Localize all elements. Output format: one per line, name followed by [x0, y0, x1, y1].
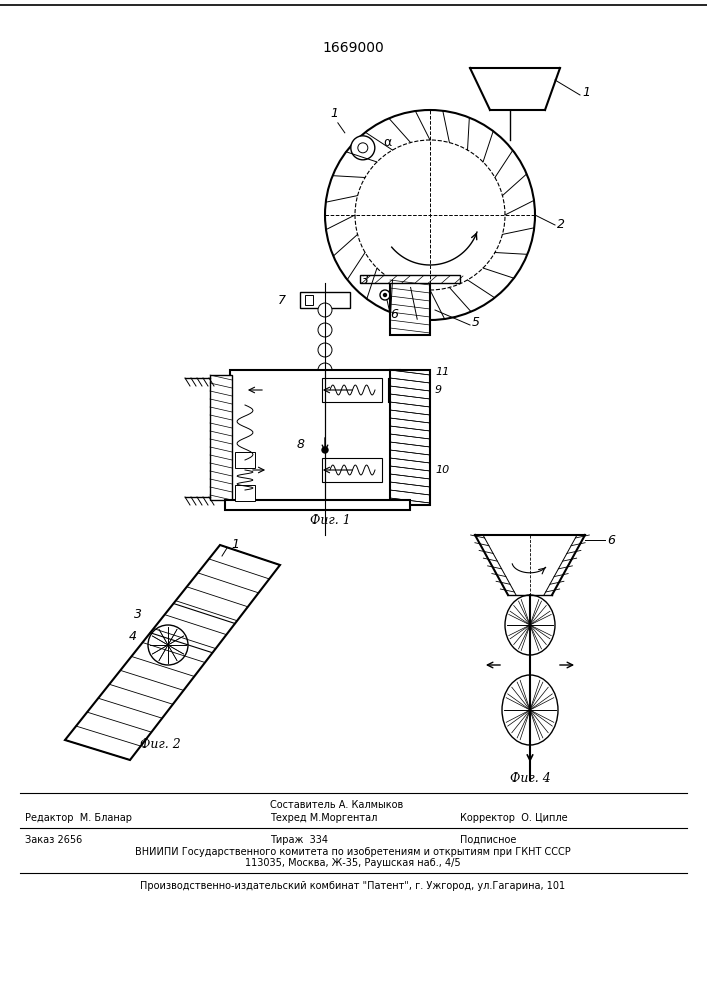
Bar [390, 370, 430, 505]
Text: 2: 2 [557, 219, 565, 232]
Polygon shape [65, 545, 280, 760]
Bar [305, 295, 313, 305]
Text: Составитель А. Калмыков: Составитель А. Калмыков [270, 800, 403, 810]
Circle shape [318, 323, 332, 337]
Bar [322, 378, 382, 402]
Text: Подписное: Подписное [460, 835, 516, 845]
Text: 4: 4 [129, 631, 137, 644]
Bar [230, 370, 400, 505]
Text: α: α [382, 136, 391, 149]
Text: 1: 1 [582, 87, 590, 100]
Bar [225, 500, 410, 510]
Text: Фиг. 2: Фиг. 2 [139, 738, 180, 752]
Circle shape [318, 383, 332, 397]
Text: 113035, Москва, Ж-35, Раушская наб., 4/5: 113035, Москва, Ж-35, Раушская наб., 4/5 [245, 858, 461, 868]
Text: Корректор  О. Ципле: Корректор О. Ципле [460, 813, 568, 823]
Text: Техред М.Моргентал: Техред М.Моргентал [270, 813, 378, 823]
Text: ВНИИПИ Государственного комитета по изобретениям и открытиям при ГКНТ СССР: ВНИИПИ Государственного комитета по изоб… [135, 847, 571, 857]
Bar [360, 275, 460, 283]
Bar [300, 292, 350, 308]
Circle shape [318, 343, 332, 357]
Circle shape [322, 447, 328, 453]
Text: Заказ 2656: Заказ 2656 [25, 835, 82, 845]
Text: 5: 5 [472, 316, 480, 330]
Bar [235, 452, 255, 468]
Bar [322, 458, 382, 482]
Circle shape [351, 136, 375, 160]
Bar [235, 485, 255, 501]
Text: Редактор  М. Бланар: Редактор М. Бланар [25, 813, 132, 823]
Bar [390, 280, 430, 335]
Text: 9: 9 [435, 385, 442, 395]
Text: Фиг. 4: Фиг. 4 [510, 772, 550, 784]
Text: 3: 3 [361, 273, 369, 286]
Text: 3: 3 [134, 608, 142, 621]
Text: 7: 7 [278, 294, 286, 306]
Text: 1669000: 1669000 [322, 41, 384, 55]
Text: Фиг. 1: Фиг. 1 [310, 514, 351, 526]
Text: 6: 6 [390, 308, 398, 322]
Ellipse shape [505, 595, 555, 655]
Bar [210, 375, 232, 500]
Text: 1: 1 [231, 538, 239, 552]
Text: 11: 11 [435, 367, 449, 377]
Text: 1: 1 [331, 107, 339, 120]
Ellipse shape [502, 675, 558, 745]
Text: Тираж  334: Тираж 334 [270, 835, 328, 845]
Text: 8: 8 [297, 438, 305, 452]
Circle shape [318, 303, 332, 317]
Text: 6: 6 [607, 534, 615, 546]
Circle shape [148, 625, 188, 665]
Text: 10: 10 [435, 465, 449, 475]
Circle shape [383, 294, 387, 296]
Circle shape [318, 363, 332, 377]
Text: Производственно-издательский комбинат "Патент", г. Ужгород, ул.Гагарина, 101: Производственно-издательский комбинат "П… [141, 881, 566, 891]
